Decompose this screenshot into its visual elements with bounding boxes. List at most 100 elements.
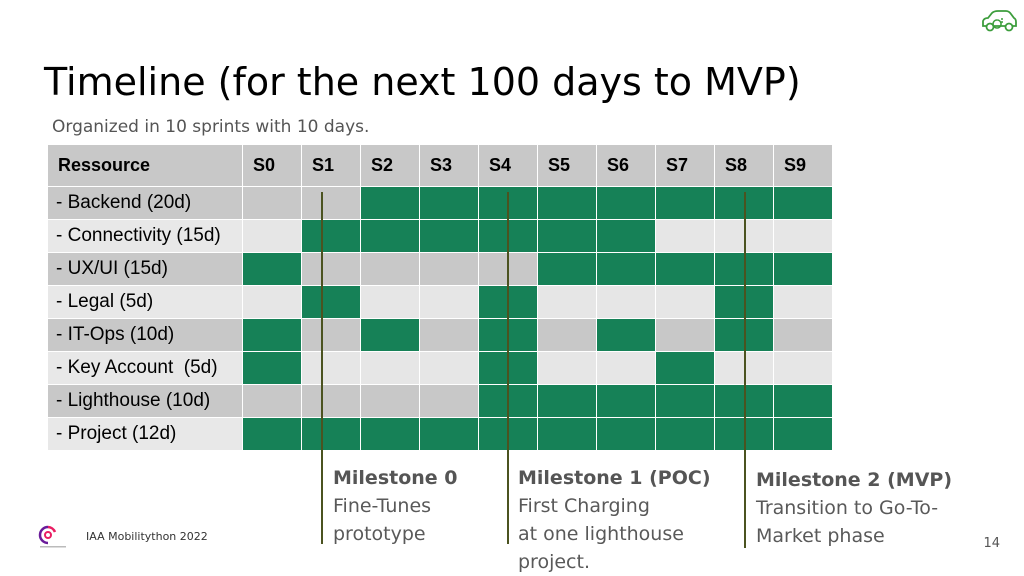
slide-subtitle: Organized in 10 sprints with 10 days. xyxy=(52,117,370,137)
active-sprint-cell xyxy=(243,253,302,286)
row-label: - Project (12d) xyxy=(48,418,243,451)
inactive-sprint-cell xyxy=(774,352,833,385)
active-sprint-cell xyxy=(597,385,656,418)
active-sprint-cell xyxy=(243,418,302,451)
milestone-0-line xyxy=(321,192,323,544)
active-sprint-cell xyxy=(420,418,479,451)
slide-title: Timeline (for the next 100 days to MVP) xyxy=(44,60,801,104)
active-sprint-cell xyxy=(774,418,833,451)
active-sprint-cell xyxy=(774,187,833,220)
inactive-sprint-cell xyxy=(420,286,479,319)
row-label: - Connectivity (15d) xyxy=(48,220,243,253)
inactive-sprint-cell xyxy=(774,319,833,352)
page-number: 14 xyxy=(983,536,1000,551)
active-sprint-cell xyxy=(597,187,656,220)
inactive-sprint-cell xyxy=(420,319,479,352)
header-ressource: Ressource xyxy=(48,145,243,187)
inactive-sprint-cell xyxy=(302,385,361,418)
milestone-0-line-1: Fine-Tunes xyxy=(333,495,432,517)
row-label: - Legal (5d) xyxy=(48,286,243,319)
milestone-1-line-1: First Charging xyxy=(518,495,650,517)
inactive-sprint-cell xyxy=(774,286,833,319)
active-sprint-cell xyxy=(302,220,361,253)
row-label: - Backend (20d) xyxy=(48,187,243,220)
inactive-sprint-cell xyxy=(243,187,302,220)
inactive-sprint-cell xyxy=(361,253,420,286)
active-sprint-cell xyxy=(538,187,597,220)
active-sprint-cell xyxy=(538,220,597,253)
timeline-table: Ressource S0 S1 S2 S3 S4 S5 S6 S7 S8 S9 - Backend (… xyxy=(48,145,833,451)
active-sprint-cell xyxy=(656,187,715,220)
header-sprint-s4: S4 xyxy=(479,145,538,187)
milestone-0: Milestone 0 Fine-Tunes prototype xyxy=(333,464,458,548)
milestone-2-title: Milestone 2 (MVP) xyxy=(756,469,953,491)
inactive-sprint-cell xyxy=(302,352,361,385)
header-sprint-s5: S5 xyxy=(538,145,597,187)
active-sprint-cell xyxy=(538,418,597,451)
inactive-sprint-cell xyxy=(420,352,479,385)
inactive-sprint-cell xyxy=(302,253,361,286)
inactive-sprint-cell xyxy=(243,220,302,253)
row-label: - Key Account (5d) xyxy=(48,352,243,385)
active-sprint-cell xyxy=(597,220,656,253)
row-label: - IT-Ops (10d) xyxy=(48,319,243,352)
active-sprint-cell xyxy=(538,385,597,418)
header-sprint-s1: S1 xyxy=(302,145,361,187)
milestone-1-line xyxy=(507,192,509,544)
inactive-sprint-cell xyxy=(597,286,656,319)
inactive-sprint-cell xyxy=(302,319,361,352)
inactive-sprint-cell xyxy=(538,319,597,352)
inactive-sprint-cell xyxy=(243,286,302,319)
milestone-1: Milestone 1 (POC) First Charging at one … xyxy=(518,464,711,576)
active-sprint-cell xyxy=(774,385,833,418)
active-sprint-cell xyxy=(538,253,597,286)
milestone-2-line-2: Market phase xyxy=(756,525,885,547)
inactive-sprint-cell xyxy=(361,385,420,418)
row-label: - UX/UI (15d) xyxy=(48,253,243,286)
inactive-sprint-cell xyxy=(243,385,302,418)
inactive-sprint-cell xyxy=(302,187,361,220)
active-sprint-cell xyxy=(656,352,715,385)
milestone-2-line xyxy=(744,192,746,548)
inactive-sprint-cell xyxy=(361,286,420,319)
inactive-sprint-cell xyxy=(656,319,715,352)
active-sprint-cell xyxy=(656,385,715,418)
event-logo-icon xyxy=(38,524,68,550)
row-label: - Lighthouse (10d) xyxy=(48,385,243,418)
active-sprint-cell xyxy=(361,187,420,220)
milestone-0-line-2: prototype xyxy=(333,523,426,545)
inactive-sprint-cell xyxy=(538,286,597,319)
active-sprint-cell xyxy=(420,187,479,220)
active-sprint-cell xyxy=(243,352,302,385)
header-sprint-s0: S0 xyxy=(243,145,302,187)
active-sprint-cell xyxy=(597,418,656,451)
electric-car-icon xyxy=(980,8,1018,36)
active-sprint-cell xyxy=(597,319,656,352)
milestone-0-title: Milestone 0 xyxy=(333,467,458,489)
active-sprint-cell xyxy=(302,286,361,319)
milestone-2: Milestone 2 (MVP) Transition to Go-To- M… xyxy=(756,466,952,550)
inactive-sprint-cell xyxy=(420,253,479,286)
active-sprint-cell xyxy=(302,418,361,451)
inactive-sprint-cell xyxy=(420,385,479,418)
header-sprint-s2: S2 xyxy=(361,145,420,187)
header-sprint-s9: S9 xyxy=(774,145,833,187)
active-sprint-cell xyxy=(420,220,479,253)
milestone-1-line-2: at one lighthouse xyxy=(518,523,684,545)
milestone-1-line-3: project. xyxy=(518,551,590,573)
active-sprint-cell xyxy=(361,319,420,352)
active-sprint-cell xyxy=(774,253,833,286)
active-sprint-cell xyxy=(597,253,656,286)
header-sprint-s7: S7 xyxy=(656,145,715,187)
active-sprint-cell xyxy=(656,253,715,286)
footer-text: IAA Mobilitython 2022 xyxy=(86,530,208,543)
header-sprint-s3: S3 xyxy=(420,145,479,187)
inactive-sprint-cell xyxy=(656,220,715,253)
active-sprint-cell xyxy=(656,418,715,451)
inactive-sprint-cell xyxy=(361,352,420,385)
active-sprint-cell xyxy=(361,220,420,253)
milestone-1-title: Milestone 1 (POC) xyxy=(518,467,711,489)
inactive-sprint-cell xyxy=(774,220,833,253)
milestone-2-line-1: Transition to Go-To- xyxy=(756,497,939,519)
inactive-sprint-cell xyxy=(656,286,715,319)
